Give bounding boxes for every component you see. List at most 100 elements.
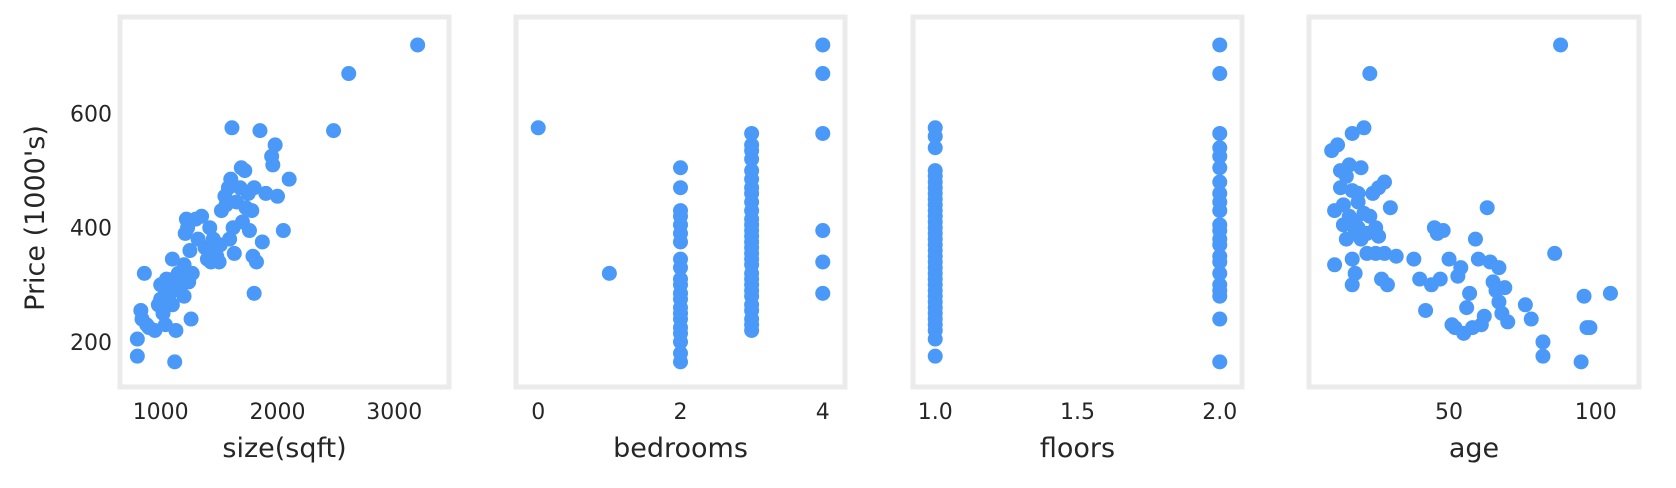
data-point: [1350, 194, 1366, 210]
data-point: [1517, 297, 1533, 313]
data-point: [269, 188, 285, 204]
data-point: [176, 288, 192, 304]
data-point: [1379, 277, 1395, 293]
data-point: [1212, 217, 1228, 233]
x-tick-label: 50: [1435, 400, 1463, 425]
data-point: [1347, 265, 1363, 281]
data-point: [1212, 265, 1228, 281]
panel-4: 50 100 age: [1306, 14, 1642, 464]
data-point: [1344, 251, 1360, 267]
panel-frame: [117, 14, 452, 390]
data-point: [1491, 260, 1507, 276]
data-point: [129, 348, 145, 364]
data-point: [744, 125, 760, 141]
data-point: [1371, 228, 1387, 244]
data-point: [1327, 257, 1343, 273]
data-point: [1376, 174, 1392, 190]
y-axis-label: Price (1000's): [20, 125, 51, 311]
data-point: [673, 251, 688, 267]
data-point: [1432, 271, 1448, 287]
data-point: [1553, 37, 1569, 53]
x-tick-label: 1.0: [918, 400, 953, 425]
data-point: [1212, 160, 1228, 176]
data-point: [1212, 277, 1228, 293]
data-point: [744, 163, 760, 179]
data-point: [1212, 354, 1228, 370]
data-point: [222, 231, 238, 247]
data-point: [1491, 294, 1507, 310]
data-point: [194, 208, 210, 224]
data-point: [927, 120, 943, 136]
data-point: [1547, 245, 1563, 261]
data-point: [410, 37, 426, 53]
data-point: [1344, 277, 1360, 293]
data-point: [1467, 231, 1483, 247]
data-point: [815, 254, 831, 270]
data-point: [183, 311, 199, 327]
data-point: [815, 125, 831, 141]
data-point: [224, 120, 240, 136]
data-point: [167, 354, 183, 370]
data-point: [1418, 302, 1434, 318]
data-point: [673, 203, 688, 219]
data-point: [1353, 160, 1369, 176]
data-point: [211, 254, 227, 270]
data-point: [1523, 311, 1539, 327]
data-point: [258, 185, 274, 201]
data-point: [164, 297, 180, 313]
x-axis-label: floors: [1040, 433, 1115, 464]
panel-3: 1.0 1.5 2.0 floors: [910, 14, 1245, 464]
data-point: [168, 322, 184, 338]
data-point: [815, 66, 831, 82]
data-point: [1497, 280, 1513, 296]
data-point: [673, 160, 688, 176]
data-point: [267, 137, 283, 153]
x-axis-label: age: [1449, 433, 1499, 464]
data-point: [927, 163, 943, 179]
data-point: [202, 220, 218, 236]
data-point: [254, 234, 270, 250]
x-tick-label: 2.0: [1202, 400, 1237, 425]
panel-frame: [910, 14, 1245, 390]
data-point: [1582, 320, 1598, 336]
data-point: [1362, 66, 1378, 82]
x-tick-label: 2000: [249, 400, 305, 425]
data-point: [1212, 311, 1228, 327]
panel-1: 1000 2000 3000 200 400 600 size(sqft): [70, 14, 452, 464]
data-point: [927, 348, 943, 364]
data-point: [1535, 348, 1551, 364]
data-point: [241, 223, 257, 239]
y-tick-label: 400: [70, 217, 112, 242]
data-point: [246, 285, 262, 301]
data-point: [1362, 208, 1378, 224]
data-point: [1338, 168, 1354, 184]
data-point: [815, 285, 831, 301]
y-tick-label: 200: [70, 331, 112, 356]
data-point: [1388, 248, 1404, 264]
panel-2: 0 2 4 bedrooms: [513, 14, 848, 464]
data-point: [1462, 285, 1478, 301]
data-point: [1330, 137, 1346, 153]
x-tick-label: 0: [531, 400, 545, 425]
x-axis-label: size(sqft): [222, 433, 346, 464]
data-point: [1212, 125, 1228, 141]
data-point: [1341, 157, 1357, 173]
data-point: [1212, 37, 1228, 53]
data-point: [1356, 120, 1372, 136]
data-point: [673, 345, 688, 361]
x-tick-label: 3000: [366, 400, 422, 425]
panel-frame: [513, 14, 848, 390]
data-point: [1573, 354, 1589, 370]
data-point: [815, 223, 831, 239]
data-point: [927, 140, 943, 156]
data-point: [673, 271, 688, 287]
data-point: [1459, 300, 1475, 316]
data-point: [1470, 251, 1486, 267]
x-tick-label: 4: [816, 400, 830, 425]
panel-frame: [1306, 14, 1642, 390]
data-point: [226, 245, 242, 261]
x-tick-label: 1000: [133, 400, 189, 425]
data-point: [673, 180, 688, 196]
x-tick-label: 100: [1575, 400, 1617, 425]
